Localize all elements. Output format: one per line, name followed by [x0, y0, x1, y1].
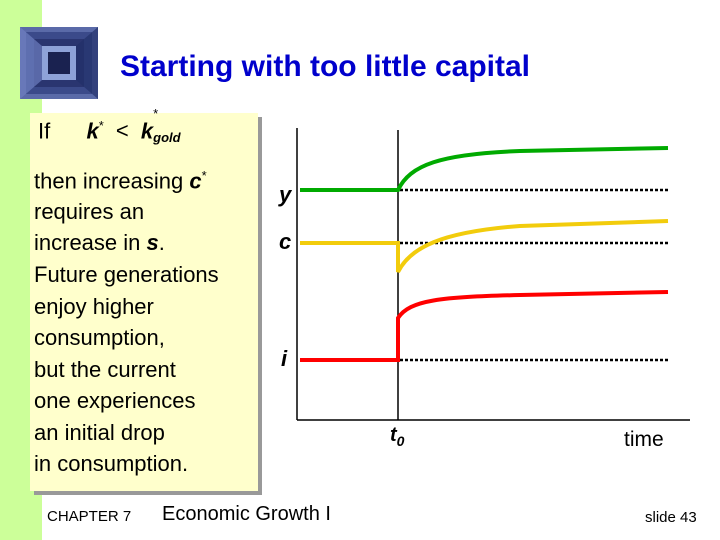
paragraph-2: Future generations enjoy higher consumpt…	[34, 259, 259, 480]
para1-line3-suffix: .	[158, 230, 165, 256]
condition-sup: *	[98, 118, 104, 133]
condition-sub2: gold	[153, 130, 181, 146]
condition-k: k	[86, 118, 99, 144]
i-series-line	[300, 290, 669, 362]
para2-line: but the current	[34, 356, 176, 382]
t0-label-sub: 0	[397, 433, 405, 449]
slide-title: Starting with too little capital	[120, 50, 531, 83]
y-series-line	[300, 146, 669, 192]
para2-line: in consumption.	[34, 451, 189, 476]
x-axis-label: time	[624, 428, 664, 451]
condition-op: <	[115, 118, 129, 144]
para2-line: an initial drop	[34, 419, 165, 445]
para2-line: enjoy higher	[34, 293, 154, 319]
para1-var-s: s	[146, 230, 159, 256]
c-series-line	[300, 219, 669, 273]
para2-line: one experiences	[34, 388, 196, 413]
para1-line2: requires an	[34, 199, 145, 225]
footer-chapter: CHAPTER 7	[47, 508, 132, 525]
para2-line: Future generations	[34, 262, 219, 287]
footer-title: Economic Growth I	[162, 503, 331, 525]
i-label: i	[281, 346, 288, 371]
para1-line3-prefix: increase in	[34, 230, 147, 256]
if-label: If	[38, 118, 51, 144]
para1-sup: *	[201, 168, 207, 183]
t0-label-t: t	[390, 424, 398, 446]
condition-line: If k* < k * gold	[38, 106, 187, 146]
para2-line: consumption,	[34, 325, 165, 350]
condition-sup2: *	[153, 106, 159, 122]
c-label: c	[279, 229, 291, 254]
y-label: y	[278, 182, 293, 207]
t0-label: t0	[390, 424, 405, 449]
logo-icon	[20, 27, 98, 99]
paragraph-1: then increasing c* requires an increase …	[34, 160, 259, 258]
text-box	[30, 113, 258, 491]
para1-var-c: c	[189, 168, 202, 194]
para1-line1-prefix: then increasing	[34, 168, 190, 194]
condition-k2: k	[140, 118, 154, 144]
slide-number: slide 43	[645, 509, 697, 526]
